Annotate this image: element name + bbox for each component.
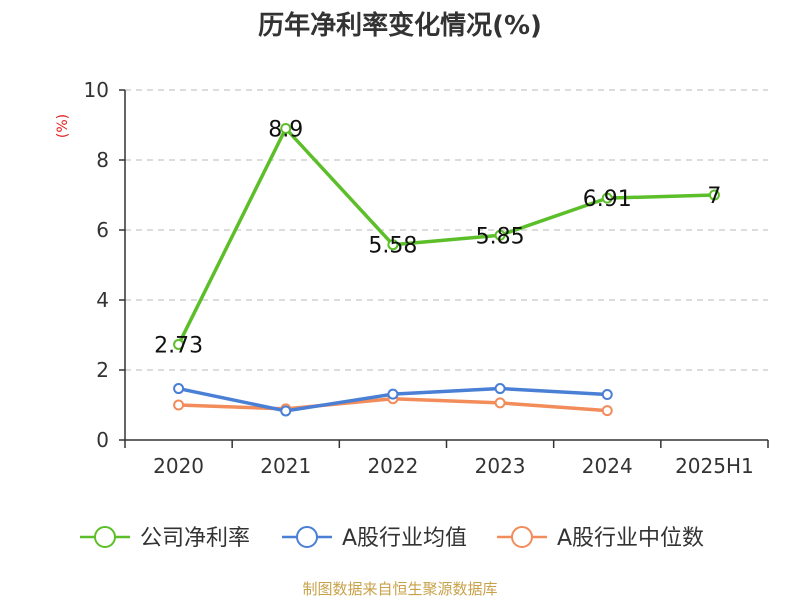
legend-label: A股行业中位数 <box>557 526 704 551</box>
legend-marker <box>94 526 116 548</box>
y-tick-label: 10 <box>84 78 109 102</box>
data-label: 7 <box>707 184 721 209</box>
legend-marker <box>296 526 318 548</box>
data-point <box>173 383 185 395</box>
data-point <box>601 389 613 400</box>
y-tick-label: 2 <box>96 358 109 382</box>
data-point <box>173 338 185 350</box>
data-point <box>494 229 506 241</box>
x-tick-label: 2022 <box>367 454 418 478</box>
axes: 0 2 4 6 8 10 2020 2021 2022 2023 2024 2025H1 <box>84 78 769 478</box>
data-point <box>387 388 399 400</box>
data-point <box>601 405 613 417</box>
data-point <box>708 189 720 201</box>
x-tick-label: 2021 <box>260 454 311 478</box>
data-point <box>494 383 506 395</box>
grid-lines <box>125 89 768 371</box>
legend-label: A股行业均值 <box>342 526 467 551</box>
y-axis-label: (%) <box>55 114 71 138</box>
source-note: 制图数据来自恒生聚源数据库 <box>302 580 497 598</box>
data-label: 5.58 <box>368 234 417 259</box>
x-tick-label: 2020 <box>153 454 204 478</box>
x-tick-label: 2023 <box>475 454 526 478</box>
data-label: 8.9 <box>268 118 303 143</box>
legend-item: A股行业均值 <box>282 526 467 551</box>
data-point <box>173 399 185 411</box>
series-0 <box>173 123 720 350</box>
series-line <box>177 126 715 346</box>
legend: 公司净利率 A股行业均值 A股行业中位数 <box>80 526 704 551</box>
data-point <box>601 192 613 204</box>
data-point <box>280 123 292 134</box>
x-tick-label: 2024 <box>582 454 633 478</box>
data-point <box>280 405 292 417</box>
legend-item: A股行业中位数 <box>497 526 704 551</box>
y-tick-label: 0 <box>96 428 109 452</box>
data-label: 5.85 <box>476 224 525 249</box>
legend-item: 公司净利率 <box>80 526 250 551</box>
legend-marker <box>511 526 533 548</box>
y-tick-label: 8 <box>96 148 109 172</box>
legend-label: 公司净利率 <box>140 526 250 551</box>
data-labels: 2.73 8.9 5.58 5.85 6.91 7 <box>154 118 721 359</box>
series-group <box>173 123 720 417</box>
y-tick-label: 4 <box>96 288 109 312</box>
x-tick-label: 2025H1 <box>675 454 754 478</box>
data-label: 6.91 <box>583 187 632 212</box>
series-1 <box>173 383 613 417</box>
data-label: 2.73 <box>154 333 203 358</box>
y-tick-label: 6 <box>96 218 109 242</box>
chart-title: 历年净利率变化情况(%) <box>258 10 542 41</box>
data-point <box>494 397 506 409</box>
data-point <box>387 239 399 251</box>
